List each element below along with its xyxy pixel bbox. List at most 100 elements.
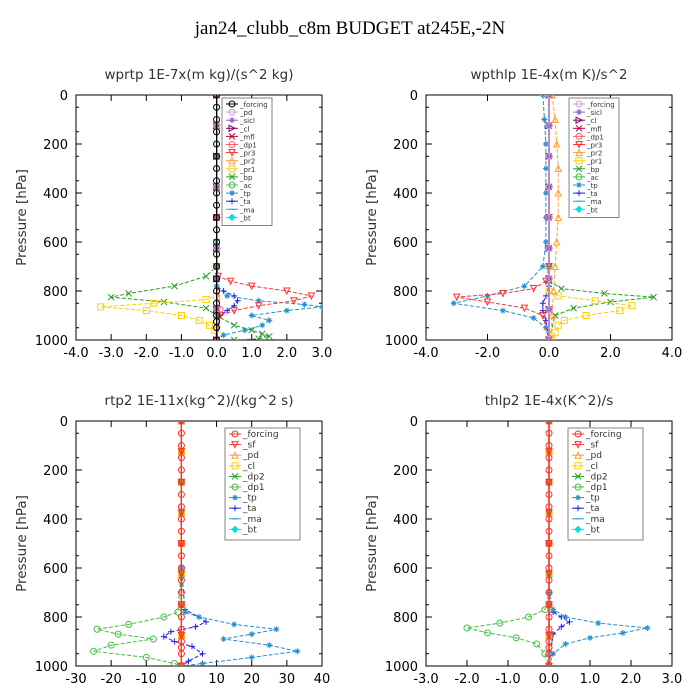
series-point-tp [241,327,248,334]
series-point-pr1 [97,303,105,311]
panel-title: wpthlp 1E-4x(m K)/s^2 [471,67,628,83]
x-tick-label: 0.0 [206,346,227,361]
series-point-forcing [177,454,185,462]
series-point-forcing [545,650,553,658]
x-tick-label: -1.0 [169,346,194,361]
series-point-pr3 [529,285,538,293]
series-point-pr1 [177,312,185,319]
series-point-pr3 [283,287,291,296]
legend-label: _mfl [239,133,255,141]
series-point-pr3 [539,312,547,320]
series-point-bp [202,272,210,280]
series-point-forcing [545,442,553,449]
series-point-dp1 [496,619,504,627]
series-point-forcing [177,540,185,547]
x-tick-label: -4.0 [413,346,438,361]
x-tick-label: -2.0 [134,346,159,361]
series-point-forcing [213,324,221,332]
legend-label: _pr2 [239,158,255,166]
legend-label: _forcing [242,430,279,440]
legend-marker [228,149,236,157]
x-tick-label: -30 [65,672,86,687]
series-point-dp1 [525,613,532,621]
series-point-forcing [177,491,185,498]
legend-marker [228,165,236,173]
series-point-forcing [545,454,553,462]
series-point-forcing [213,336,221,340]
series-point-tp [499,307,506,314]
legend-marker [232,505,238,512]
x-tick-label: 3.0 [662,672,683,687]
legend-marker [574,451,582,459]
legend-label: _pr1 [239,166,255,174]
chart-panel-4: thlp2 1E-4x(K^2)/s Pressure [hPa] -3.0 -2.0… [364,393,682,687]
legend-label: _tp [585,494,600,504]
series-point-forcing [545,305,553,313]
series-point-forcing [213,214,221,221]
series-point-bp [650,293,657,301]
y-axis-label: Pressure [hPa] [364,169,380,266]
series-point-forcing [177,429,185,437]
series-point-dp1 [107,641,115,649]
y-tick-label: 200 [43,138,68,153]
legend-marker [575,494,581,501]
series-point-tp [550,650,557,657]
series-point-forcing [213,238,221,246]
series-point-forcing [545,540,553,547]
series-point-dp1 [114,630,122,638]
panel-title: thlp2 1E-4x(K^2)/s [485,393,614,409]
legend-marker [228,124,237,133]
panel-title: rtp2 1E-11x(kg^2)/(kg^2 s) [105,393,294,409]
y-tick-label: 1000 [35,334,68,349]
x-tick-label: 10 [208,672,225,687]
chart-panel-1: wprtp 1E-7x(m kg)/(s^2 kg) Pressure [hPa]… [14,67,332,361]
series-point-ta [566,618,573,625]
legend-label: _sicl [586,109,602,117]
series-point-bp [255,335,263,340]
legend-label: _mfl [586,125,602,133]
x-tick-label: -4.0 [63,346,88,361]
legend-label: _bt [585,525,600,535]
series-point-tp [542,141,549,147]
series-point-forcing [177,601,185,609]
series-point-dp1 [463,624,471,632]
x-tick-label: 2.0 [600,346,621,361]
y-tick-label: 600 [43,562,68,577]
series-point-pr2 [548,311,556,319]
legend-marker [228,173,236,181]
legend-marker [575,124,583,132]
y-tick-label: 0 [410,89,418,104]
series-point-forcing [545,625,553,633]
series-point-ta [203,618,210,625]
series-point-dp1 [533,640,541,648]
y-tick-label: 400 [393,187,418,202]
series-point-bp [265,332,273,340]
plot-frame [75,420,323,667]
series-point-forcing [213,103,221,111]
series-point-dp1 [93,625,101,633]
legend-marker [575,157,583,165]
series-point-ta [234,297,241,304]
series-point-forcing [545,336,553,340]
series-point-forcing [177,589,185,596]
legend-marker [228,156,236,165]
series-line-pr1 [100,95,218,340]
legend-label: _pr2 [586,150,602,158]
legend-label: _pr1 [586,158,602,166]
series-point-bp [557,285,565,292]
legend-box [567,427,644,541]
series-point-bp [258,330,266,338]
series-point-bp [107,293,115,301]
y-tick-label: 1000 [385,660,418,675]
series-point-tp [273,626,280,633]
series-point-forcing [177,503,185,511]
series-point-tp [266,642,273,649]
legend-marker [574,462,582,470]
y-tick-label: 800 [43,285,68,300]
legend-label: _bp [586,166,600,174]
series-point-pr3 [307,292,316,301]
series-point-tp [539,263,546,270]
series-point-pr3 [226,277,235,286]
series-point-forcing [545,466,553,474]
series-point-forcing [545,275,553,283]
